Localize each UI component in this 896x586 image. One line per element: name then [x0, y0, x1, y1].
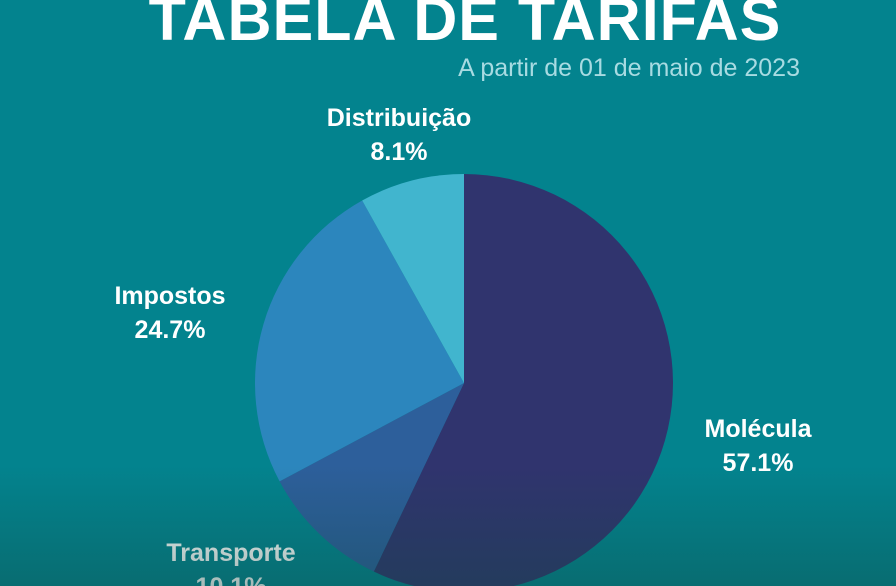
pie-slice-impostos — [255, 200, 464, 482]
slice-label-impostos: Impostos 24.7% — [114, 279, 225, 347]
slice-label-transporte-name: Transporte — [166, 539, 296, 567]
slice-label-distribuicao: Distribuição 8.1% — [327, 101, 471, 169]
slice-label-molecula: Molécula 57.1% — [705, 412, 812, 480]
pie-slice-transporte — [279, 383, 464, 572]
pie-slice-molecula — [373, 174, 673, 586]
page-subtitle: A partir de 01 de maio de 2023 — [458, 54, 800, 82]
slice-label-transporte: Transporte 10.1% — [166, 536, 295, 586]
slice-label-impostos-value: 24.7% — [134, 316, 206, 344]
slice-label-distribuicao-value: 8.1% — [370, 138, 428, 166]
pie-slice-distribuicao — [362, 174, 464, 383]
pie-chart-svg — [255, 174, 673, 586]
slice-label-distribuicao-name: Distribuição — [326, 104, 472, 132]
slice-label-molecula-name: Molécula — [704, 415, 812, 443]
slice-label-molecula-value: 57.1% — [722, 449, 794, 477]
page-title: TABELA DE TARIFAS — [148, 0, 782, 53]
slice-label-impostos-name: Impostos — [114, 282, 226, 310]
slice-label-transporte-value: 10.1% — [166, 570, 295, 586]
